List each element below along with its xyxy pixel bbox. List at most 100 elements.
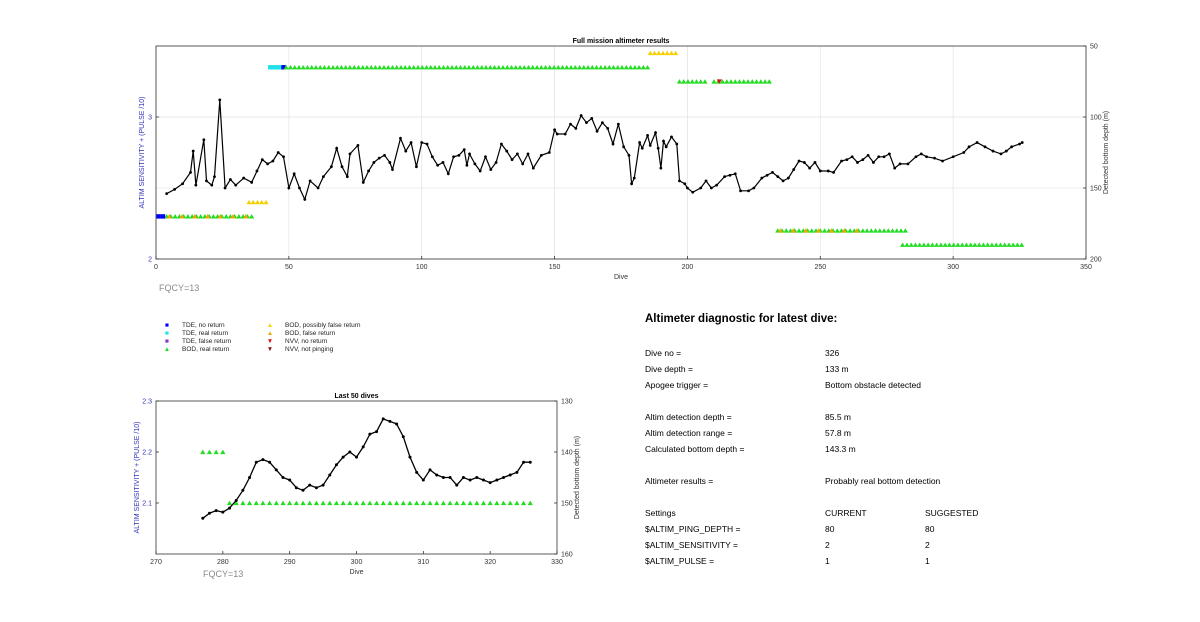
status-marker [368, 64, 374, 70]
status-marker [453, 64, 459, 70]
status-marker [377, 64, 383, 70]
bottom-depth-point [877, 155, 881, 159]
status-marker [758, 79, 764, 84]
bottom-depth-point [595, 129, 599, 133]
chart-title: Last 50 dives [335, 393, 379, 400]
bottom-depth-point [335, 146, 339, 150]
status-marker [559, 64, 566, 70]
status-marker [254, 199, 261, 205]
diag-label-calc-bottom-depth: Calculated bottom depth = [645, 444, 745, 454]
status-marker [668, 50, 675, 56]
status-marker [521, 64, 527, 70]
bottom-depth-point [250, 180, 254, 184]
status-marker [353, 500, 360, 506]
setting-label-ping-depth: $ALTIM_PING_DEPTH = [645, 524, 741, 534]
status-marker [259, 199, 265, 205]
status-marker [313, 64, 319, 70]
status-marker [198, 214, 204, 219]
bottom-depth-point [771, 170, 774, 174]
status-marker [615, 64, 621, 70]
bottom-depth-point [210, 183, 214, 187]
status-marker [246, 500, 253, 506]
status-marker [351, 64, 357, 70]
bottom-depth-point [375, 430, 379, 434]
bottom-depth-point [975, 141, 979, 144]
status-marker [681, 79, 687, 84]
status-marker [313, 500, 319, 506]
status-marker [854, 228, 860, 233]
bottom-depth-point [489, 168, 493, 171]
status-marker [500, 64, 506, 70]
bottom-depth-point [388, 161, 392, 164]
status-marker [640, 64, 646, 70]
status-marker [917, 242, 923, 247]
diag-value-detection-range: 57.8 m [825, 428, 851, 438]
plot-frame [155, 400, 558, 555]
status-marker [233, 500, 239, 506]
status-marker [287, 64, 294, 70]
status-marker [985, 242, 991, 247]
status-marker [347, 500, 353, 506]
status-marker [253, 500, 259, 506]
x-tick-label: 320 [484, 559, 496, 566]
status-marker [394, 500, 400, 506]
bottom-depth-point [281, 476, 285, 479]
status-marker [156, 214, 161, 219]
bottom-depth-point [919, 152, 923, 156]
status-marker [304, 64, 311, 70]
status-marker [283, 64, 289, 70]
bottom-depth-point [845, 158, 849, 162]
bottom-depth-point [528, 460, 532, 464]
status-marker [732, 79, 738, 84]
status-marker [398, 64, 404, 70]
status-marker [942, 242, 948, 247]
bottom-depth-point [802, 161, 806, 164]
status-marker [989, 242, 995, 247]
status-marker [480, 500, 487, 506]
status-marker [445, 64, 451, 70]
status-marker [249, 214, 255, 219]
status-marker [200, 449, 206, 455]
status-marker [551, 64, 557, 70]
y-right-tick-label: 150 [561, 501, 573, 508]
bottom-depth-point [473, 162, 477, 166]
bottom-depth-point [430, 155, 434, 159]
bottom-depth-point [691, 190, 695, 194]
setting-label-sensitivity: $ALTIM_SENSITIVITY = [645, 540, 738, 550]
status-marker [602, 64, 608, 70]
status-marker [647, 50, 653, 56]
status-marker [360, 500, 366, 506]
bottom-depth-point [739, 189, 742, 193]
status-marker [585, 64, 591, 70]
status-marker [292, 64, 298, 70]
status-marker [428, 64, 434, 70]
bottom-depth-point [574, 126, 578, 130]
status-marker [406, 64, 413, 70]
status-marker [1006, 242, 1012, 247]
bottom-depth-point [675, 142, 679, 146]
status-marker [340, 500, 346, 506]
bottom-depth-point [421, 478, 425, 482]
square-icon: ■ [165, 330, 169, 337]
status-marker [656, 50, 662, 56]
setting-suggested-pulse: 1 [925, 556, 930, 566]
y-right-axis-label: Detected bottom depth (m) [574, 436, 581, 519]
status-marker [816, 228, 822, 233]
status-marker [179, 214, 185, 219]
bottom-depth-point [765, 173, 769, 177]
bottom-depth-point [341, 455, 345, 459]
diag-label-dive-depth: Dive depth = [645, 364, 693, 374]
bottom-depth-point [213, 175, 216, 179]
status-marker [273, 500, 279, 506]
bottom-depth-point [408, 455, 412, 459]
status-marker [921, 242, 927, 247]
status-marker [959, 242, 965, 247]
status-marker [192, 214, 198, 219]
status-marker [217, 214, 223, 219]
bottom-depth-point [723, 175, 727, 179]
status-marker [664, 50, 670, 56]
status-marker [555, 64, 561, 70]
status-marker [460, 500, 467, 506]
status-marker [777, 228, 784, 233]
